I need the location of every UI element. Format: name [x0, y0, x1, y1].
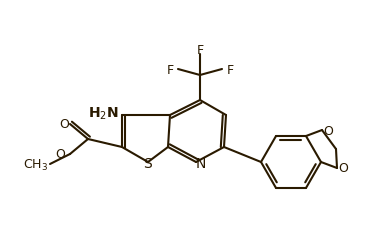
Text: F: F — [226, 63, 234, 76]
Text: H$_2$N: H$_2$N — [88, 105, 119, 122]
Text: S: S — [144, 156, 152, 170]
Text: O: O — [59, 118, 69, 131]
Text: O: O — [338, 162, 348, 175]
Text: O: O — [323, 124, 333, 137]
Text: F: F — [197, 43, 204, 56]
Text: CH$_3$: CH$_3$ — [23, 157, 48, 172]
Text: F: F — [166, 63, 174, 76]
Text: O: O — [55, 148, 65, 161]
Text: N: N — [196, 156, 206, 170]
